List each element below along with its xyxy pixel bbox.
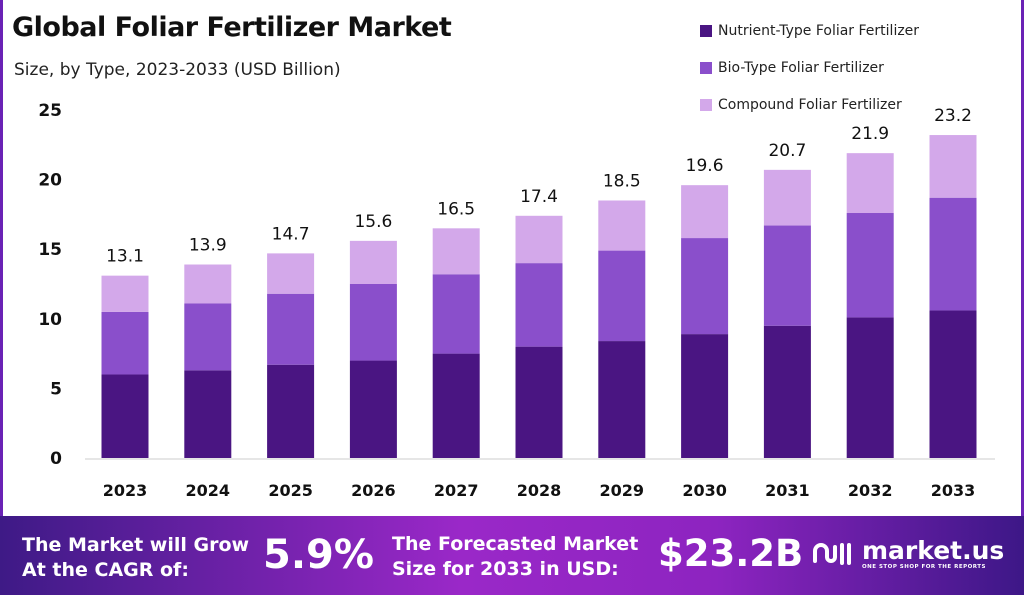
x-tick-label: 2026	[351, 481, 396, 500]
bar-chart: 051015202513.1202313.9202414.7202515.620…	[38, 101, 995, 500]
data-label: 15.6	[354, 212, 392, 232]
x-tick-label: 2032	[848, 481, 893, 500]
chart-frame	[0, 0, 1024, 516]
bar-segment	[763, 225, 811, 326]
data-label: 19.6	[686, 156, 724, 176]
logo-tagline: ONE STOP SHOP FOR THE REPORTS	[862, 564, 986, 570]
bar-segment	[432, 274, 480, 354]
bar-segment	[681, 185, 729, 239]
cagr-label-line: The Market will Grow	[22, 534, 250, 556]
bar-segment	[184, 264, 232, 304]
data-label: 20.7	[768, 141, 806, 161]
legend-item-bio: Bio-Type Foliar Fertilizer	[700, 49, 919, 86]
bar-segment	[184, 303, 232, 371]
legend-swatch	[700, 24, 712, 37]
bar-segment	[432, 353, 480, 458]
bar-segment	[681, 334, 729, 458]
y-tick-label: 0	[50, 449, 62, 469]
bar-segment	[598, 250, 646, 342]
y-tick-label: 5	[50, 379, 62, 399]
bar-segment	[515, 215, 563, 264]
y-tick-label: 15	[38, 240, 62, 260]
summary-banner: The Market will Grow At the CAGR of: 5.9%…	[0, 516, 1024, 595]
data-label: 21.9	[851, 124, 889, 144]
forecast-label-line: The Forecasted Market	[392, 533, 639, 555]
logo-icon	[813, 543, 851, 565]
x-tick-label: 2028	[517, 481, 562, 500]
data-label: 13.1	[106, 247, 144, 267]
y-tick-label: 25	[38, 101, 62, 121]
data-label: 18.5	[603, 171, 641, 191]
data-label: 17.4	[520, 187, 558, 207]
bar-segment	[598, 200, 646, 251]
bar-segment	[101, 374, 149, 458]
x-tick-label: 2027	[434, 481, 479, 500]
y-tick-label: 10	[38, 310, 62, 330]
bar-segment	[846, 213, 894, 318]
bar-segment	[349, 360, 397, 458]
bar-segment	[267, 253, 315, 294]
data-label: 14.7	[272, 224, 310, 244]
legend-swatch	[700, 98, 712, 111]
forecast-label-line: Size for 2033 in USD:	[392, 558, 619, 580]
bar-segment	[184, 370, 232, 458]
cagr-value: 5.9%	[263, 532, 374, 578]
x-tick-label: 2024	[186, 481, 231, 500]
cagr-label: The Market will Grow At the CAGR of:	[22, 533, 249, 583]
x-tick-label: 2029	[600, 481, 645, 500]
x-tick-label: 2031	[765, 481, 810, 500]
bar-segment	[763, 325, 811, 458]
x-tick-label: 2023	[103, 481, 148, 500]
logo-name: market.us	[862, 536, 1005, 565]
market-us-logo: market.us ONE STOP SHOP FOR THE REPORTS	[812, 538, 1004, 570]
legend-label: Compound Foliar Fertilizer	[718, 96, 902, 113]
bar-segment	[929, 135, 977, 198]
data-label: 23.2	[934, 106, 972, 126]
data-label: 16.5	[437, 199, 475, 219]
x-tick-label: 2033	[931, 481, 976, 500]
legend-label: Bio-Type Foliar Fertilizer	[718, 59, 884, 76]
bar-segment	[929, 197, 977, 311]
bar-segment	[681, 238, 729, 335]
bar-segment	[267, 293, 315, 365]
bar-segment	[515, 263, 563, 347]
y-tick-label: 20	[38, 171, 62, 191]
bar-segment	[267, 364, 315, 458]
legend-item-compound: Compound Foliar Fertilizer	[700, 86, 919, 123]
bar-segment	[763, 169, 811, 226]
bar-segment	[349, 284, 397, 361]
chart-title: Global Foliar Fertilizer Market	[12, 12, 452, 43]
bar-segment	[432, 228, 480, 275]
legend-label: Nutrient-Type Foliar Fertilizer	[718, 22, 920, 39]
data-label: 13.9	[189, 236, 227, 256]
bar-segment	[846, 317, 894, 458]
bar-segment	[598, 341, 646, 458]
legend-swatch	[700, 61, 712, 74]
forecast-value: $23.2B	[658, 532, 804, 575]
cagr-label-line: At the CAGR of:	[22, 559, 189, 581]
bar-segment	[515, 346, 563, 458]
x-tick-label: 2030	[682, 481, 727, 500]
legend: Nutrient-Type Foliar Fertilizer Bio-Type…	[700, 12, 919, 123]
bar-segment	[349, 240, 397, 284]
bar-segment	[846, 153, 894, 214]
bar-segment	[929, 310, 977, 458]
forecast-label: The Forecasted Market Size for 2033 in US…	[392, 532, 638, 582]
x-tick-label: 2025	[268, 481, 313, 500]
legend-item-nutrient: Nutrient-Type Foliar Fertilizer	[700, 12, 919, 49]
chart-subtitle: Size, by Type, 2023-2033 (USD Billion)	[14, 60, 341, 80]
bar-segment	[101, 275, 149, 312]
bar-segment	[101, 311, 149, 375]
